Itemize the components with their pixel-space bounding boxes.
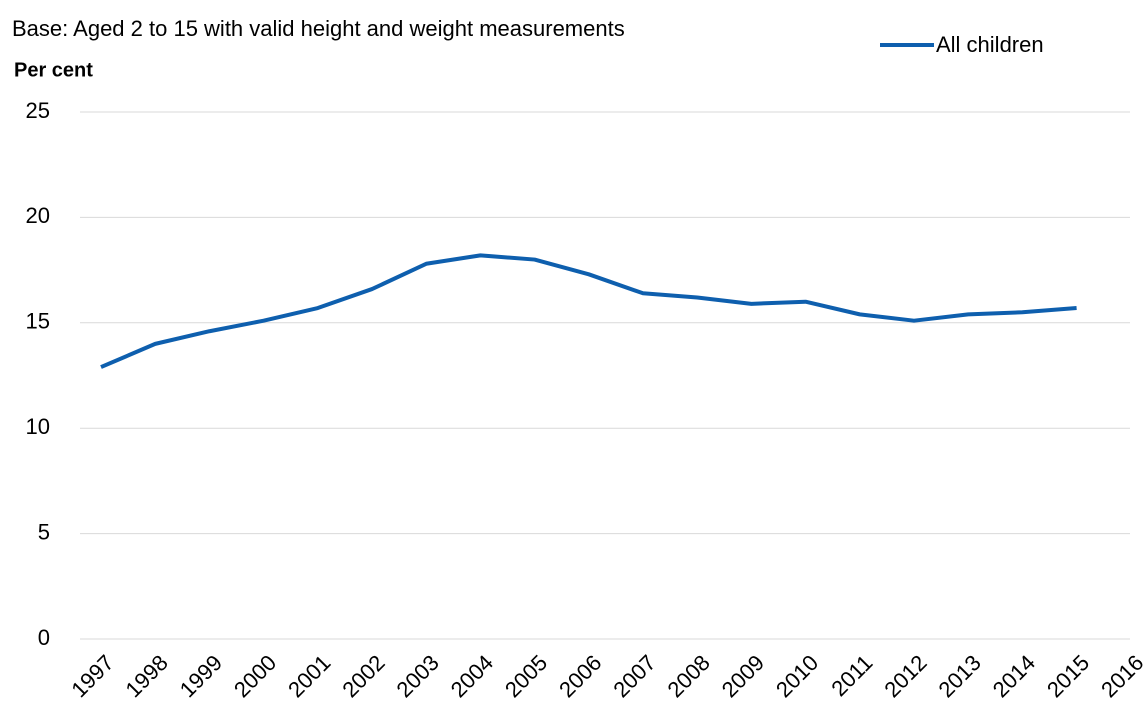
x-tick-label: 1999 xyxy=(175,650,227,702)
x-tick-label: 2000 xyxy=(229,650,281,702)
x-tick-label: 2008 xyxy=(663,650,715,702)
chart-subtitle: Base: Aged 2 to 15 with valid height and… xyxy=(12,16,625,41)
y-tick-label: 15 xyxy=(26,309,50,334)
x-tick-label: 2006 xyxy=(554,650,606,702)
x-tick-label: 2012 xyxy=(879,650,931,702)
y-tick-label: 25 xyxy=(26,98,50,123)
y-axis-label: Per cent xyxy=(14,59,93,81)
x-tick-label: 2007 xyxy=(608,650,660,702)
y-tick-label: 5 xyxy=(38,519,50,544)
y-tick-label: 20 xyxy=(26,203,50,228)
x-tick-label: 1998 xyxy=(121,650,173,702)
data-line xyxy=(100,253,1077,369)
x-tick-label: 1997 xyxy=(66,650,118,702)
x-tick-label: 2003 xyxy=(392,650,444,702)
y-tick-label: 0 xyxy=(38,625,50,650)
x-tick-label: 2011 xyxy=(826,650,877,701)
x-tick-label: 2009 xyxy=(717,650,769,702)
y-tick-label: 10 xyxy=(26,414,50,439)
x-tick-label: 2002 xyxy=(337,650,389,702)
legend-label: All children xyxy=(936,32,1044,57)
x-tick-label: 2004 xyxy=(446,650,498,702)
x-tick-label: 2010 xyxy=(771,650,823,702)
x-tick-label: 2001 xyxy=(283,650,335,702)
x-tick-label: 2013 xyxy=(934,650,986,702)
x-tick-label: 2016 xyxy=(1096,650,1143,702)
x-tick-label: 2014 xyxy=(988,650,1040,702)
x-tick-label: 2015 xyxy=(1042,650,1094,702)
x-tick-label: 2005 xyxy=(500,650,552,702)
